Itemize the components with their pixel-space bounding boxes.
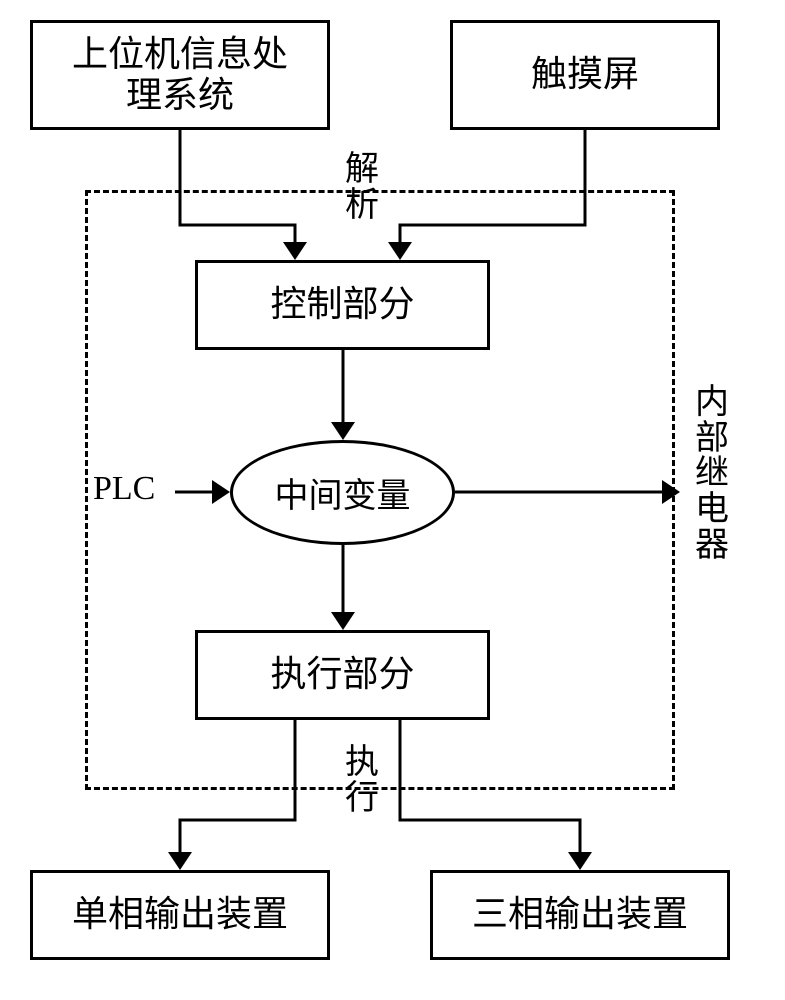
- node-control-part-label: 控制部分: [270, 284, 414, 325]
- label-internal-relay: 内部继电器: [695, 385, 729, 563]
- node-execution-part: 执行部分: [195, 630, 490, 720]
- node-intermediate-variable-label: 中间变量: [275, 468, 411, 517]
- node-intermediate-variable: 中间变量: [230, 440, 455, 545]
- label-plc: PLC: [93, 470, 155, 507]
- node-single-phase-output-label: 单相输出装置: [72, 894, 288, 935]
- node-touchscreen: 触摸屏: [450, 20, 720, 130]
- node-control-part: 控制部分: [195, 260, 490, 350]
- node-touchscreen-label: 触摸屏: [531, 54, 639, 95]
- node-host-system-label: 上位机信息处理系统: [72, 34, 288, 117]
- node-host-system: 上位机信息处理系统: [30, 20, 330, 130]
- node-three-phase-output-label: 三相输出装置: [472, 894, 688, 935]
- node-single-phase-output: 单相输出装置: [30, 870, 330, 960]
- node-execution-part-label: 执行部分: [270, 654, 414, 695]
- label-execute: 执行: [345, 745, 379, 816]
- node-three-phase-output: 三相输出装置: [430, 870, 730, 960]
- label-parse: 解析: [345, 152, 379, 223]
- diagram-canvas: 上位机信息处理系统 触摸屏 控制部分 中间变量 执行部分 单相输出装置 三相输出…: [0, 0, 785, 1000]
